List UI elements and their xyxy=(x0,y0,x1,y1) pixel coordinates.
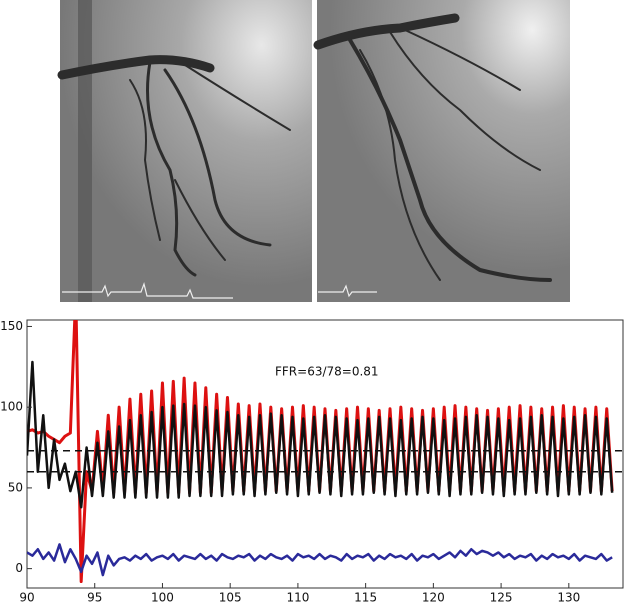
annotation: FFR=63/78=0.81 xyxy=(275,365,379,379)
x-tick-label: 115 xyxy=(354,591,377,605)
x-tick-label: 105 xyxy=(219,591,242,605)
angiogram-left xyxy=(57,0,312,302)
x-tick-label: 130 xyxy=(557,591,580,605)
plot-area xyxy=(27,320,623,584)
x-tick-label: 100 xyxy=(151,591,174,605)
x-tick-label: 125 xyxy=(490,591,513,605)
angiogram-right xyxy=(313,0,570,302)
y-tick-label: 150 xyxy=(0,319,23,333)
y-tick-label: 0 xyxy=(15,561,23,575)
series-line xyxy=(27,360,614,509)
x-tick-label: 95 xyxy=(87,591,102,605)
series-line xyxy=(27,543,613,577)
y-tick-label: 100 xyxy=(0,400,23,414)
x-tick-label: 120 xyxy=(422,591,445,605)
y-tick-label: 50 xyxy=(8,480,23,494)
x-tick-label: 90 xyxy=(19,591,34,605)
x-tick-label: 110 xyxy=(286,591,309,605)
